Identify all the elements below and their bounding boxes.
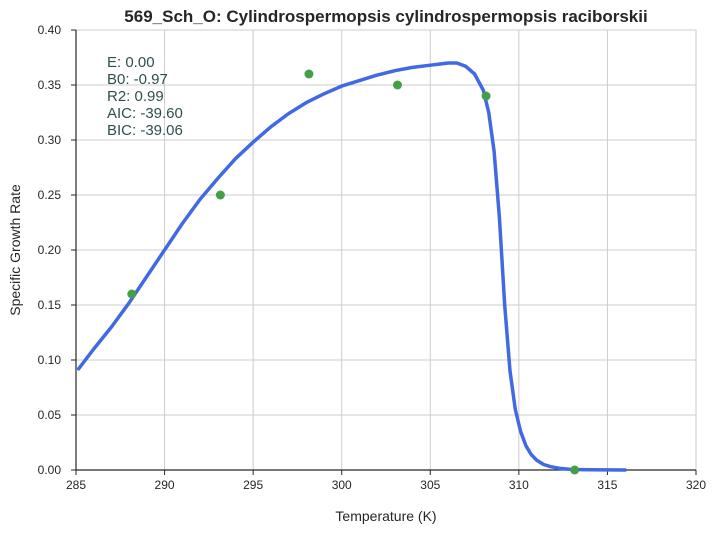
y-tick-label: 0.25: [38, 188, 62, 202]
data-point: [215, 190, 225, 200]
data-point: [127, 289, 137, 299]
x-tick-label: 305: [420, 478, 440, 492]
stat-b0: B0: -0.97: [107, 71, 168, 88]
y-tick-label: 0.15: [38, 298, 62, 312]
y-tick-label: 0.00: [38, 463, 62, 477]
y-tick-label: 0.30: [38, 133, 62, 147]
y-tick-label: 0.05: [38, 408, 62, 422]
x-tick-label: 310: [509, 478, 529, 492]
data-point: [304, 69, 314, 79]
x-tick-label: 295: [243, 478, 263, 492]
x-tick-label: 315: [597, 478, 617, 492]
x-tick-labels: 285 290 295 300 305 310 315 320: [66, 470, 706, 492]
data-point: [393, 80, 403, 90]
y-tick-label: 0.40: [38, 23, 62, 37]
stat-r2: R2: 0.99: [107, 88, 164, 105]
fit-statistics: E: 0.00 B0: -0.97 R2: 0.99 AIC: -39.60 B…: [107, 54, 183, 139]
x-tick-label: 320: [686, 478, 706, 492]
series-layer: [76, 61, 627, 475]
x-tick-label: 290: [155, 478, 175, 492]
fit-curve-line: [76, 61, 627, 472]
grid-lines: [75, 29, 697, 471]
y-tick-labels: 0.00 0.05 0.10 0.15 0.20 0.25 0.30 0.35 0.40: [38, 23, 76, 477]
stat-e: E: 0.00: [107, 54, 155, 71]
x-tick-label: 300: [332, 478, 352, 492]
y-axis-label: Specific Growth Rate: [7, 184, 23, 316]
x-axis-label: Temperature (K): [335, 508, 436, 524]
y-tick-label: 0.10: [38, 353, 62, 367]
data-point: [570, 465, 580, 475]
stat-bic: BIC: -39.06: [107, 122, 183, 139]
y-tick-label: 0.20: [38, 243, 62, 257]
data-point: [481, 91, 491, 101]
chart-title: 569_Sch_O: Cylindrospermopsis cylindrosp…: [124, 7, 647, 26]
stat-aic: AIC: -39.60: [107, 105, 183, 122]
x-tick-label: 285: [66, 478, 86, 492]
y-tick-label: 0.35: [38, 78, 62, 92]
